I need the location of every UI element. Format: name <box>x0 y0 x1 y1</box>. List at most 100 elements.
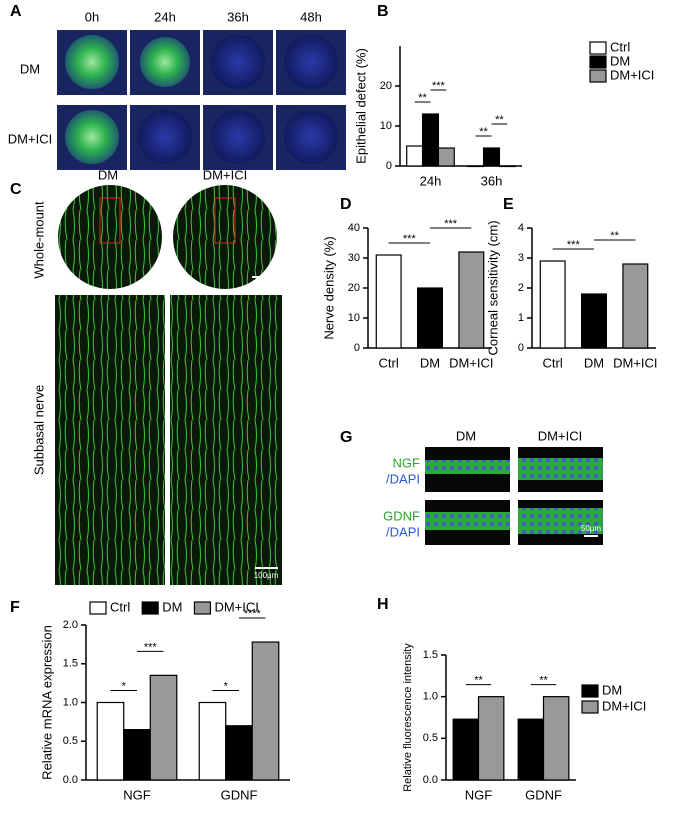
bar <box>375 254 402 349</box>
significance-label: ** <box>418 92 427 104</box>
significance-label: * <box>122 680 127 692</box>
y-tick-label: 0 <box>354 342 360 354</box>
panel-label: D <box>340 196 352 213</box>
legend-label: Ctrl <box>610 39 630 54</box>
bar <box>437 147 455 167</box>
bar <box>417 287 444 349</box>
y-tick-label: 1 <box>518 312 524 324</box>
legend-swatch <box>589 41 607 55</box>
panel-label: A <box>10 3 22 20</box>
y-tick-label: 40 <box>348 222 360 234</box>
legend-swatch <box>589 55 607 69</box>
bar <box>477 696 505 781</box>
image-grid-g <box>425 447 603 545</box>
significance-label: *** <box>567 239 581 251</box>
legend-swatch <box>89 601 107 615</box>
significance-label: *** <box>444 218 458 230</box>
row-label: DM <box>20 61 40 76</box>
legend-label: DM <box>162 599 182 614</box>
panel-label: C <box>10 181 22 198</box>
y-tick-label: 1.5 <box>423 649 438 661</box>
image-grid-a <box>57 30 346 170</box>
legend-label: Ctrl <box>110 599 130 614</box>
column-label: 48h <box>300 9 322 24</box>
bar <box>458 251 485 349</box>
legend-label: DM+ICI <box>214 599 258 614</box>
significance-label: ** <box>495 114 504 126</box>
y-tick-label: 20 <box>348 282 360 294</box>
bar <box>123 729 151 781</box>
legend-label: DM+ICI <box>602 698 646 713</box>
image-grid-c <box>55 185 282 585</box>
y-axis-label: Relative fluorescence intensity <box>402 643 414 792</box>
row-label: /DAPI <box>386 524 420 539</box>
y-tick-label: 0.5 <box>63 735 78 747</box>
bar <box>421 113 440 167</box>
bar <box>622 263 649 349</box>
significance-label: * <box>224 680 229 692</box>
bar <box>198 701 227 781</box>
x-tick-label: Ctrl <box>543 355 563 370</box>
significance-label: *** <box>432 80 446 92</box>
y-axis-label: Nerve density (%) <box>321 236 336 339</box>
bar <box>580 293 607 349</box>
bar <box>517 718 545 781</box>
scale-bar-label: 100μm <box>254 571 279 580</box>
row-label: Whole-mount <box>31 201 46 279</box>
column-label: 36h <box>227 9 249 24</box>
legend-label: DM <box>602 682 622 697</box>
y-tick-label: 1.0 <box>63 696 78 708</box>
bar <box>251 641 280 781</box>
y-tick-label: 20 <box>380 80 392 92</box>
column-label: DM+ICI <box>538 428 582 443</box>
x-tick-label: DM+ICI <box>613 355 657 370</box>
bar <box>482 147 501 167</box>
bar <box>149 674 178 781</box>
x-tick-label: 24h <box>420 173 442 188</box>
y-tick-label: 0.0 <box>423 774 438 786</box>
panel-label: E <box>503 196 514 213</box>
column-label: 24h <box>154 9 176 24</box>
y-tick-label: 0 <box>518 342 524 354</box>
significance-label: ** <box>474 675 483 687</box>
x-tick-label: GDNF <box>525 787 562 802</box>
significance-label: *** <box>403 233 417 245</box>
column-label: DM+ICI <box>203 167 247 182</box>
bar <box>539 260 566 349</box>
y-axis-label: Relative mRNA expression <box>39 625 54 780</box>
y-tick-label: 0 <box>386 160 392 172</box>
x-tick-label: DM+ICI <box>449 355 493 370</box>
row-label: NGF <box>393 455 421 470</box>
legend-swatch <box>589 69 607 83</box>
column-label: DM <box>456 428 476 443</box>
x-tick-label: GDNF <box>221 787 258 802</box>
row-label: DM+ICI <box>8 131 52 146</box>
y-tick-label: 30 <box>348 252 360 264</box>
legend-swatch <box>193 601 212 615</box>
y-tick-label: 1.0 <box>423 691 438 703</box>
scale-bar-label: 50μm <box>581 524 602 533</box>
column-label: 0h <box>85 9 99 24</box>
x-tick-label: NGF <box>123 787 151 802</box>
x-tick-label: 36h <box>481 173 503 188</box>
bar <box>498 165 516 168</box>
x-tick-label: DM <box>420 355 440 370</box>
y-tick-label: 2 <box>518 282 524 294</box>
y-tick-label: 3 <box>518 252 524 264</box>
legend-label: DM+ICI <box>610 67 654 82</box>
significance-label: ** <box>479 126 488 138</box>
bar <box>467 165 485 168</box>
bar <box>406 145 424 167</box>
row-label: Subbasal nerve <box>31 385 46 475</box>
legend-swatch <box>141 601 159 615</box>
y-tick-label: 1.5 <box>63 658 78 670</box>
y-tick-label: 4 <box>518 222 524 234</box>
bar <box>96 701 125 781</box>
y-tick-label: 0.0 <box>63 774 78 786</box>
bar <box>452 718 480 781</box>
panel-label: B <box>377 3 389 20</box>
significance-label: *** <box>144 641 158 653</box>
y-axis-label: Corneal sensitivity (cm) <box>485 220 500 355</box>
y-axis-label: Epithelial defect (%) <box>353 48 368 164</box>
